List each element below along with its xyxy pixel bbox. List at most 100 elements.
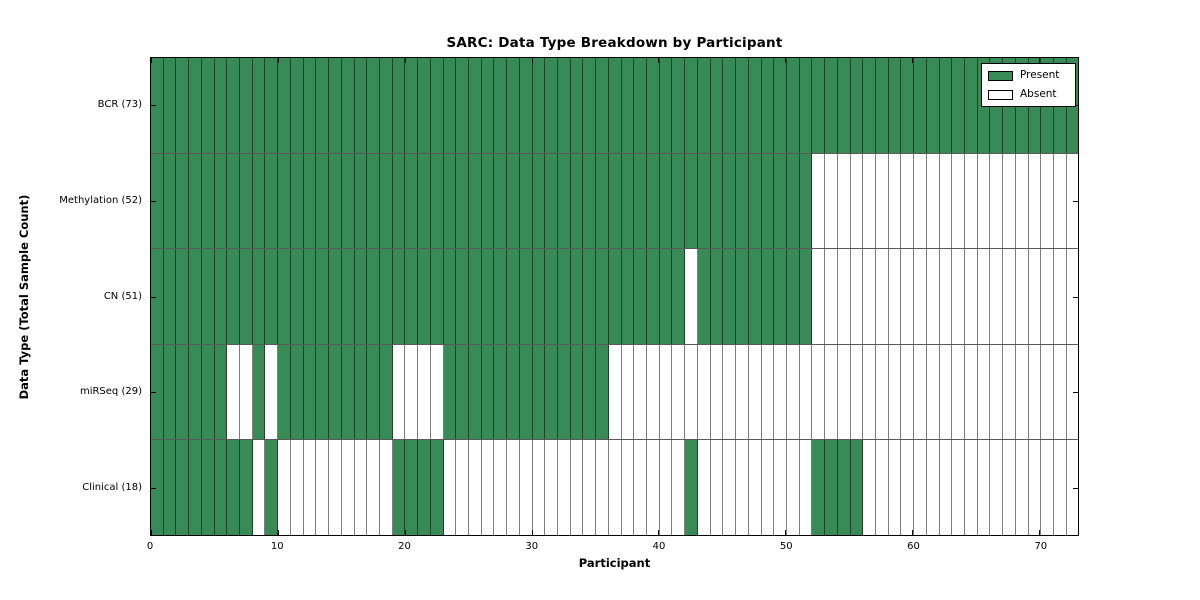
cell-present: [265, 440, 279, 535]
cell-present: [532, 249, 546, 344]
cell-present: [265, 249, 279, 344]
cell-absent: [812, 249, 826, 344]
cell-present: [901, 58, 915, 153]
cell-present: [443, 153, 457, 249]
cell-present: [494, 344, 508, 440]
cell-present: [748, 153, 762, 249]
x-tick-label: 70: [1034, 541, 1048, 552]
cell-absent: [647, 344, 660, 440]
cell-absent: [392, 344, 406, 440]
cell-absent: [685, 249, 698, 344]
cell-absent: [926, 440, 940, 535]
cell-absent: [367, 440, 380, 535]
cell-present: [214, 249, 228, 344]
cell-present: [659, 153, 673, 249]
cell-present: [774, 249, 787, 344]
present-swatch-icon: [988, 70, 1013, 81]
cell-absent: [1066, 153, 1079, 249]
cell-absent: [914, 440, 927, 535]
cell-present: [151, 440, 164, 535]
heatmap-row-clinical: [151, 440, 1079, 535]
cell-present: [850, 58, 864, 153]
cell-present: [837, 440, 851, 535]
cell-absent: [939, 249, 953, 344]
cell-present: [252, 344, 266, 440]
cell-absent: [837, 344, 851, 440]
cell-absent: [494, 440, 508, 535]
cell-absent: [468, 440, 482, 535]
cell-present: [189, 344, 202, 440]
cell-present: [558, 344, 571, 440]
cell-present: [570, 249, 584, 344]
cell-present: [710, 249, 724, 344]
cell-absent: [990, 249, 1004, 344]
cell-absent: [952, 249, 965, 344]
plot-area: [150, 57, 1079, 536]
cell-present: [227, 58, 241, 153]
cell-absent: [341, 440, 355, 535]
cell-present: [227, 153, 241, 249]
cell-absent: [977, 440, 991, 535]
cell-present: [163, 440, 177, 535]
cell-present: [151, 344, 164, 440]
cell-absent: [748, 344, 762, 440]
cell-present: [659, 249, 673, 344]
legend-label-absent: Absent: [1020, 88, 1057, 100]
cell-present: [799, 249, 813, 344]
cell-present: [443, 249, 457, 344]
cell-absent: [354, 440, 368, 535]
cell-present: [379, 344, 393, 440]
cell-present: [761, 153, 775, 249]
cell-present: [405, 440, 419, 535]
cell-present: [965, 58, 978, 153]
cell-present: [825, 58, 838, 153]
cell-present: [418, 153, 431, 249]
absent-swatch-icon: [988, 89, 1013, 100]
cell-absent: [723, 440, 737, 535]
y-tick-mark: [1073, 392, 1078, 394]
cell-present: [214, 440, 228, 535]
cell-present: [405, 58, 419, 153]
legend-item-absent: Absent: [988, 87, 1069, 102]
cell-absent: [799, 344, 813, 440]
cell-present: [710, 153, 724, 249]
cell-absent: [1015, 249, 1029, 344]
cell-present: [545, 58, 558, 153]
cell-absent: [965, 440, 978, 535]
cell-present: [697, 58, 711, 153]
cell-absent: [977, 344, 991, 440]
x-tick-mark: [151, 530, 152, 535]
cell-absent: [265, 344, 279, 440]
cell-absent: [240, 344, 253, 440]
cell-present: [278, 58, 291, 153]
cell-present: [290, 153, 304, 249]
cell-present: [888, 58, 902, 153]
x-tick-label: 30: [525, 541, 539, 552]
cell-present: [201, 344, 215, 440]
cell-absent: [1041, 440, 1055, 535]
cell-absent: [825, 249, 838, 344]
cell-present: [532, 344, 546, 440]
cell-absent: [1015, 440, 1029, 535]
cell-present: [405, 153, 419, 249]
x-tick-mark: [277, 58, 279, 63]
cell-present: [341, 153, 355, 249]
cell-absent: [875, 440, 889, 535]
cell-absent: [1028, 344, 1042, 440]
cell-absent: [418, 344, 431, 440]
cell-absent: [812, 344, 826, 440]
cell-present: [863, 58, 876, 153]
x-tick-label: 0: [146, 541, 154, 552]
cell-present: [316, 58, 330, 153]
cell-absent: [1054, 440, 1067, 535]
cell-present: [761, 249, 775, 344]
cell-present: [329, 249, 342, 344]
cell-absent: [939, 440, 953, 535]
cell-present: [290, 344, 304, 440]
cell-present: [850, 440, 864, 535]
cell-present: [468, 249, 482, 344]
cell-present: [316, 249, 330, 344]
cell-absent: [977, 249, 991, 344]
cell-present: [430, 153, 444, 249]
